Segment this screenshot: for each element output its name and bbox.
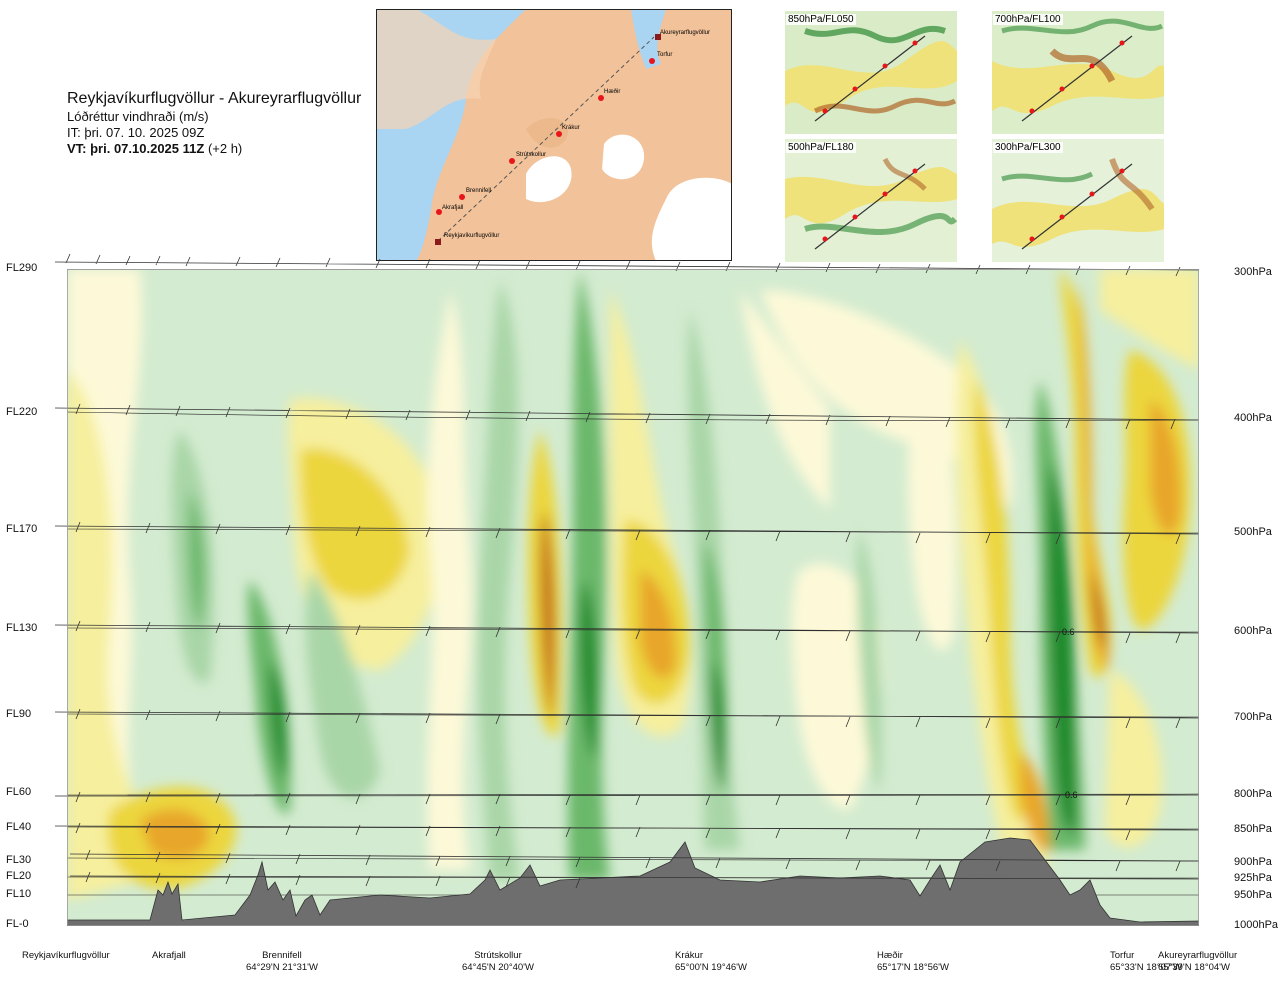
- fl-label-10: FL10: [6, 888, 32, 900]
- hpa-label-850: 850hPa: [1234, 823, 1272, 835]
- route-line: [437, 36, 655, 242]
- station-coord: 64°29'N 21°31'W: [246, 962, 318, 973]
- mini-map-850-label: 850hPa/FL050: [786, 14, 856, 25]
- map-highland: [526, 118, 568, 148]
- fl-label-0: FL-0: [6, 918, 29, 930]
- fl-label-20: FL20: [6, 870, 32, 882]
- title-block: Reykjavíkurflugvöllur - Akureyrarflugvöl…: [67, 90, 361, 156]
- hpa-label-950: 950hPa: [1234, 889, 1272, 901]
- mini-map-700-image: [992, 11, 1164, 134]
- station-reykjavik: Reykjavíkurflugvöllur: [22, 950, 110, 962]
- mini-map-700-label: 700hPa/FL100: [993, 14, 1063, 25]
- mini-map-500[interactable]: 500hPa/FL180: [785, 139, 958, 262]
- map-glacier-2: [602, 134, 645, 180]
- marker-brennifell: [459, 194, 465, 200]
- station-torfur: Torfur 65°33'N 18°07'W: [1110, 950, 1182, 974]
- wind-field: 0.6 0.6: [67, 269, 1199, 926]
- plot-border: [67, 269, 1199, 926]
- marker-akrafjall: [436, 209, 442, 215]
- station-name: Hæðir: [877, 950, 903, 961]
- map-label-haedir: Hæðir: [604, 88, 620, 95]
- mini-map-300[interactable]: 300hPa/FL300: [992, 139, 1164, 262]
- fl-label-170: FL170: [6, 523, 38, 535]
- fl-label-60: FL60: [6, 786, 32, 798]
- wind-barbs: [54, 253, 1200, 889]
- station-akureyri: Akureyrarflugvöllur 65°39'N 18°04'W: [1158, 950, 1237, 974]
- map-label-strutskollur: Strútskollur: [516, 152, 546, 158]
- map-label-reykjavik: Reykjavíkurflugvöllur: [444, 233, 499, 239]
- hpa-label-600: 600hPa: [1234, 625, 1272, 637]
- station-haedir: Hæðir 65°17'N 18°56'W: [877, 950, 949, 974]
- map-fjord: [631, 9, 666, 69]
- marker-haedir: [598, 95, 604, 101]
- hpa-label-925: 925hPa: [1234, 872, 1272, 884]
- marker-strutskollur: [509, 158, 515, 164]
- marker-krakur: [556, 131, 562, 137]
- station-akrafjall: Akrafjall: [152, 950, 186, 962]
- station-name: Krákur: [675, 950, 703, 961]
- hpa-label-900: 900hPa: [1234, 856, 1272, 868]
- station-name: Brennifell: [262, 950, 302, 961]
- fl-label-90: FL90: [6, 708, 32, 720]
- map-label-akrafjall: Akrafjall: [442, 205, 463, 211]
- hpa-label-800: 800hPa: [1234, 788, 1272, 800]
- station-brennifell: Brennifell 64°29'N 21°31'W: [246, 950, 318, 974]
- hpa-label-500: 500hPa: [1234, 526, 1272, 538]
- marker-akureyri: [655, 34, 661, 40]
- map-lowland: [376, 9, 496, 129]
- marker-torfur: [649, 58, 655, 64]
- map-label-akureyri: Akureyrarflugvöllur: [660, 30, 710, 36]
- hpa-label-1000: 1000hPa: [1234, 919, 1279, 931]
- mini-map-500-image: [785, 139, 958, 262]
- station-name: Akrafjall: [152, 950, 186, 961]
- station-coord: 65°17'N 18°56'W: [877, 962, 949, 973]
- station-name: Reykjavíkurflugvöllur: [22, 950, 110, 961]
- cross-section-chart: 0.6 0.6: [54, 253, 1200, 926]
- chart-title: Reykjavíkurflugvöllur - Akureyrarflugvöl…: [67, 90, 362, 107]
- mini-map-500-label: 500hPa/FL180: [786, 142, 856, 153]
- map-label-torfur: Torfur: [657, 52, 672, 58]
- issue-time: IT: þri. 07. 10. 2025 09Z: [67, 125, 205, 140]
- map-label-krakur: Krákur: [562, 125, 580, 131]
- marker-reykjavik: [435, 239, 441, 245]
- mini-map-300-image: [992, 139, 1164, 262]
- mini-map-850[interactable]: 850hPa/FL050: [785, 11, 957, 134]
- station-name: Strútskollur: [474, 950, 522, 961]
- map-glacier-1: [526, 156, 572, 203]
- station-coord: 64°45'N 20°40'W: [462, 962, 534, 973]
- station-krakur: Krákur 65°00'N 19°46'W: [675, 950, 747, 974]
- valid-time-bold: VT: þri. 07.10.2025 11Z: [67, 141, 205, 156]
- mini-map-850-image: [785, 11, 957, 134]
- hpa-label-400: 400hPa: [1234, 412, 1272, 424]
- fl-label-290: FL290: [6, 262, 38, 274]
- mini-map-700[interactable]: 700hPa/FL100: [992, 11, 1164, 134]
- station-name: Akureyrarflugvöllur: [1158, 950, 1238, 961]
- station-coord: 65°39'N 18°04'W: [1158, 962, 1230, 973]
- mini-map-300-label: 300hPa/FL300: [993, 142, 1063, 153]
- map-border: [376, 9, 732, 261]
- station-coord: 65°33'N 18°07'W: [1110, 962, 1182, 973]
- route-map: Akureyrarflugvöllur Torfur Hæðir Krákur …: [376, 9, 732, 261]
- valid-time-offset: (+2 h): [207, 141, 243, 156]
- fl-label-220: FL220: [6, 406, 38, 418]
- chart-subtitle: Lóðréttur vindhraði (m/s): [67, 109, 209, 124]
- valid-time: VT: þri. 07.10.2025 11Z (+2 h): [67, 141, 361, 156]
- station-name: Torfur: [1110, 950, 1135, 961]
- fl-label-130: FL130: [6, 622, 38, 634]
- fl-label-30: FL30: [6, 854, 32, 866]
- station-strutskollur: Strútskollur 64°45'N 20°40'W: [462, 950, 534, 974]
- map-glacier-3: [651, 177, 732, 261]
- map-label-brennifell: Brennifell: [466, 188, 491, 194]
- hpa-label-700: 700hPa: [1234, 711, 1272, 723]
- station-coord: 65°00'N 19°46'W: [675, 962, 747, 973]
- fl-label-40: FL40: [6, 821, 32, 833]
- hpa-label-300: 300hPa: [1234, 266, 1272, 278]
